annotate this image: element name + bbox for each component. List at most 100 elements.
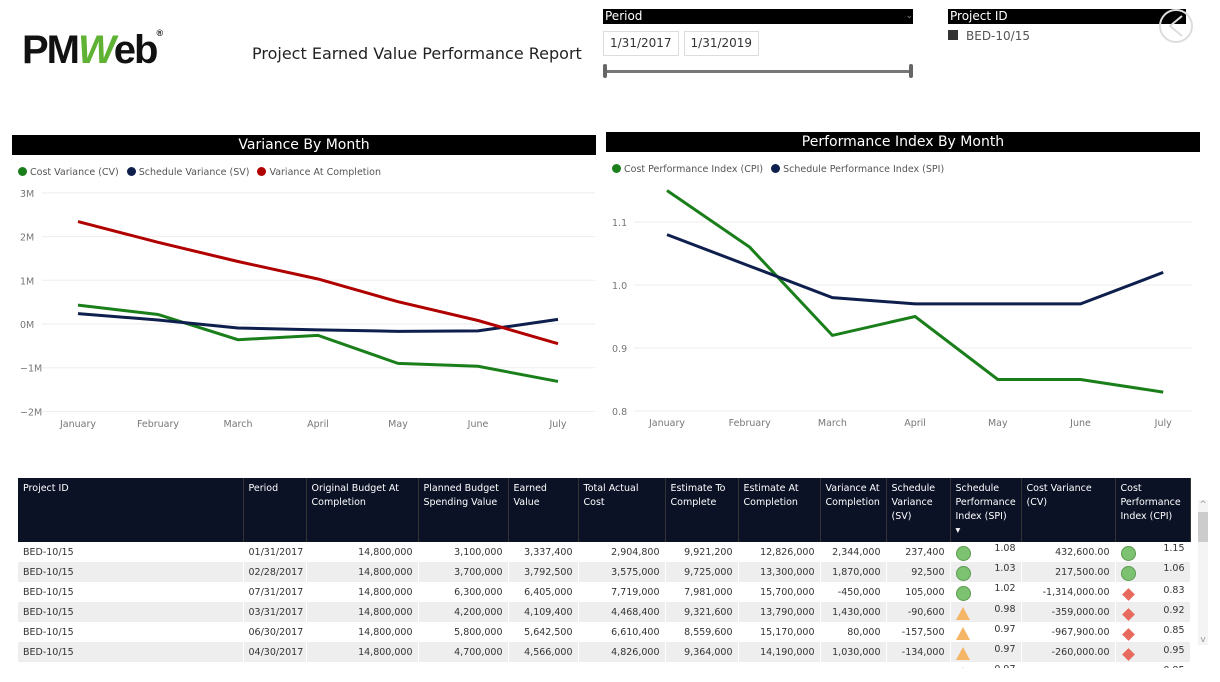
- table-cell: BED-10/15: [18, 662, 244, 668]
- green-circle-icon: [1120, 566, 1136, 581]
- table-cell: 9,364,000: [665, 642, 739, 662]
- table-cell: 14,800,000: [306, 582, 419, 602]
- scroll-down-icon[interactable]: v: [1200, 635, 1206, 645]
- y-tick-label: 0.9: [612, 344, 627, 355]
- table-cell: 9,725,000: [665, 562, 739, 582]
- scrollbar-thumb[interactable]: [1198, 512, 1208, 542]
- project-slicer: Project ID BED-10/15: [948, 9, 1186, 43]
- column-header[interactable]: Estimate At Completion: [738, 478, 821, 542]
- table-cell: 4,826,000: [578, 642, 666, 662]
- period-range-slider[interactable]: [603, 62, 913, 82]
- column-header[interactable]: Variance At Completion: [820, 478, 887, 542]
- table-cell: 0.85: [1115, 662, 1191, 668]
- column-header[interactable]: Estimate To Complete: [665, 478, 739, 542]
- table-cell: BED-10/15: [18, 562, 244, 582]
- table-cell: 5,800,000: [418, 622, 509, 642]
- column-header[interactable]: Project ID: [18, 478, 244, 542]
- period-start-input[interactable]: 1/31/2017: [603, 31, 679, 56]
- red-diamond-icon: [1121, 648, 1135, 661]
- column-header[interactable]: Total Actual Cost: [578, 478, 666, 542]
- table-cell: 0.97: [950, 642, 1022, 662]
- period-end-input[interactable]: 1/31/2019: [683, 31, 760, 56]
- x-tick-label: June: [1069, 418, 1091, 429]
- legend-item[interactable]: Cost Variance (CV): [18, 167, 119, 178]
- green-circle-icon: [955, 586, 971, 601]
- table-cell: 03/31/2017: [243, 602, 307, 622]
- table-cell: 07/31/2017: [243, 582, 307, 602]
- series-line-1: [666, 233, 1164, 306]
- y-tick-label: 2M: [20, 233, 34, 244]
- legend-item[interactable]: Schedule Variance (SV): [126, 167, 249, 178]
- y-tick-label: 1M: [20, 276, 34, 287]
- y-tick-label: 3M: [20, 189, 34, 200]
- table-cell: 5,642,500: [508, 622, 579, 642]
- red-diamond-icon: [1121, 628, 1135, 641]
- table-cell: 1,430,000: [820, 602, 887, 622]
- table-cell: 4,700,000: [418, 642, 509, 662]
- slider-end-handle[interactable]: [909, 64, 913, 78]
- table-cell: -967,900.00: [1021, 622, 1116, 642]
- pmweb-logo: PMWeb®: [22, 28, 163, 72]
- column-header[interactable]: Schedule Performance Index (SPI) ▾: [950, 478, 1022, 542]
- chevron-down-icon[interactable]: ⌄: [905, 11, 913, 21]
- vertical-scrollbar[interactable]: ^ v: [1198, 500, 1208, 645]
- series-line-1: [77, 312, 559, 333]
- table-cell: 14,800,000: [306, 622, 419, 642]
- table-row[interactable]: BED-10/15 06/30/2017 14,800,000 5,800,000 5,…: [18, 622, 1191, 642]
- report-title: Project Earned Value Performance Report: [252, 44, 582, 63]
- legend-item[interactable]: Schedule Performance Index (SPI): [771, 164, 944, 175]
- table-cell: 6,610,400: [578, 622, 666, 642]
- table-cell: 0.92: [1115, 602, 1191, 622]
- table-cell: 7,981,000: [665, 582, 739, 602]
- table-row[interactable]: BED-10/15 03/31/2017 14,800,000 4,200,000 4,…: [18, 602, 1191, 622]
- chart-title: Variance By Month: [12, 135, 596, 155]
- table-cell: 04/30/2017: [243, 642, 307, 662]
- column-header[interactable]: Planned Budget Spending Value: [418, 478, 509, 542]
- yellow-triangle-icon: [955, 627, 970, 640]
- table-cell: 3,100,000: [418, 542, 509, 562]
- period-slicer-header[interactable]: Period ⌄: [603, 9, 913, 24]
- table-cell: 80,000: [820, 622, 887, 642]
- red-diamond-icon: [1121, 588, 1135, 601]
- table-cell: 2,904,800: [578, 542, 666, 562]
- column-header[interactable]: Schedule Variance (SV): [886, 478, 951, 542]
- column-header[interactable]: Cost Performance Index (CPI): [1115, 478, 1191, 542]
- legend-item[interactable]: Cost Performance Index (CPI): [612, 164, 763, 175]
- table-cell: 217,500.00: [1021, 562, 1116, 582]
- table-cell: BED-10/15: [18, 582, 244, 602]
- column-header[interactable]: Earned Value: [508, 478, 579, 542]
- table-cell: 14,800,000: [306, 562, 419, 582]
- table-row[interactable]: BED-10/1505/31/201714,800,0005,200,0005,…: [18, 662, 1191, 668]
- table-row[interactable]: BED-10/15 01/31/2017 14,800,000 3,100,000 3,…: [18, 542, 1191, 562]
- scroll-up-icon[interactable]: ^: [1199, 500, 1207, 510]
- x-tick-label: July: [548, 419, 566, 430]
- table-row[interactable]: BED-10/15 04/30/2017 14,800,000 4,700,000 4,…: [18, 642, 1191, 662]
- table-cell: 13,790,000: [738, 602, 821, 622]
- column-header[interactable]: Cost Variance (CV): [1021, 478, 1116, 542]
- legend-item[interactable]: Variance At Completion: [257, 167, 381, 178]
- variance-chart: Variance By Month Cost Variance (CV) Sch…: [12, 135, 596, 178]
- table-row[interactable]: BED-10/15 07/31/2017 14,800,000 6,300,000 6,…: [18, 582, 1191, 602]
- red-diamond-icon: [1121, 608, 1135, 621]
- table-row[interactable]: BED-10/15 02/28/2017 14,800,000 3,700,000 3,…: [18, 562, 1191, 582]
- checkbox[interactable]: [948, 30, 958, 40]
- performance-chart: Performance Index By Month Cost Performa…: [606, 132, 1200, 175]
- project-option[interactable]: BED-10/15: [948, 29, 1186, 43]
- table-cell: 14,740,000: [738, 662, 821, 668]
- table-cell: -450,000: [820, 582, 887, 602]
- table-cell: 0.95: [1115, 642, 1191, 662]
- sort-descending-icon[interactable]: ▾: [955, 525, 961, 536]
- table-cell: 1,030,000: [820, 642, 887, 662]
- table-cell: -1,314,000.00: [1021, 582, 1116, 602]
- table-cell: -90,600: [886, 602, 951, 622]
- slider-start-handle[interactable]: [603, 64, 607, 78]
- series-line-2: [77, 220, 559, 346]
- back-arrow-circle-icon[interactable]: [1158, 8, 1194, 44]
- column-header[interactable]: Period: [243, 478, 307, 542]
- table-cell: BED-10/15: [18, 642, 244, 662]
- table-cell: 12,826,000: [738, 542, 821, 562]
- table-cell: 1.02: [950, 582, 1022, 602]
- table-cell: 237,400: [886, 542, 951, 562]
- column-header[interactable]: Original Budget At Completion: [306, 478, 419, 542]
- table-cell: 0.98: [950, 602, 1022, 622]
